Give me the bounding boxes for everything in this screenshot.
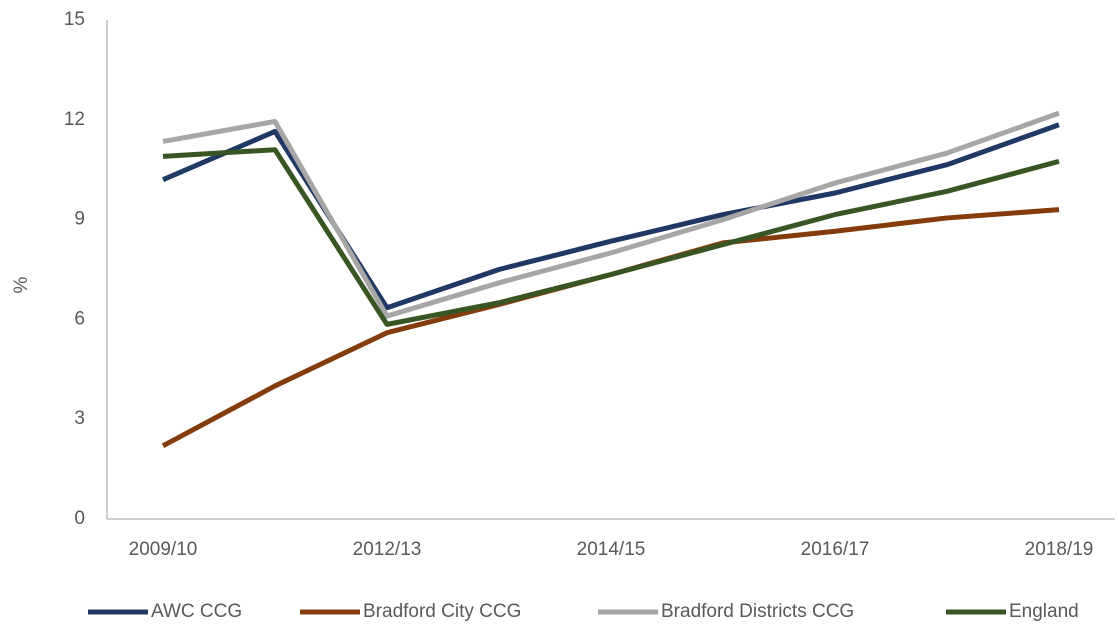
- x-tick-label: 2012/13: [353, 539, 422, 560]
- x-tick-label: 2009/10: [129, 539, 198, 560]
- y-tick-label: 6: [74, 308, 85, 329]
- legend-label: AWC CCG: [151, 601, 242, 622]
- x-tick-label: 2014/15: [577, 539, 646, 560]
- legend-label: Bradford Districts CCG: [661, 601, 854, 622]
- series-line: [161, 207, 1060, 449]
- y-tick-label: 3: [74, 408, 85, 429]
- y-axis-label: %: [11, 276, 32, 293]
- y-tick-label: 0: [74, 508, 85, 529]
- series-line: [162, 147, 1060, 327]
- x-tick-label: 2018/19: [1025, 539, 1094, 560]
- y-tick-label: 15: [64, 9, 85, 30]
- legend-label: Bradford City CCG: [363, 601, 521, 622]
- y-tick-label: 12: [64, 109, 85, 130]
- series-line: [162, 122, 1060, 311]
- y-tick-label: 9: [74, 209, 85, 230]
- series-line: [162, 110, 1060, 319]
- legend-label: England: [1009, 601, 1079, 622]
- x-tick-label: 2016/17: [801, 539, 870, 560]
